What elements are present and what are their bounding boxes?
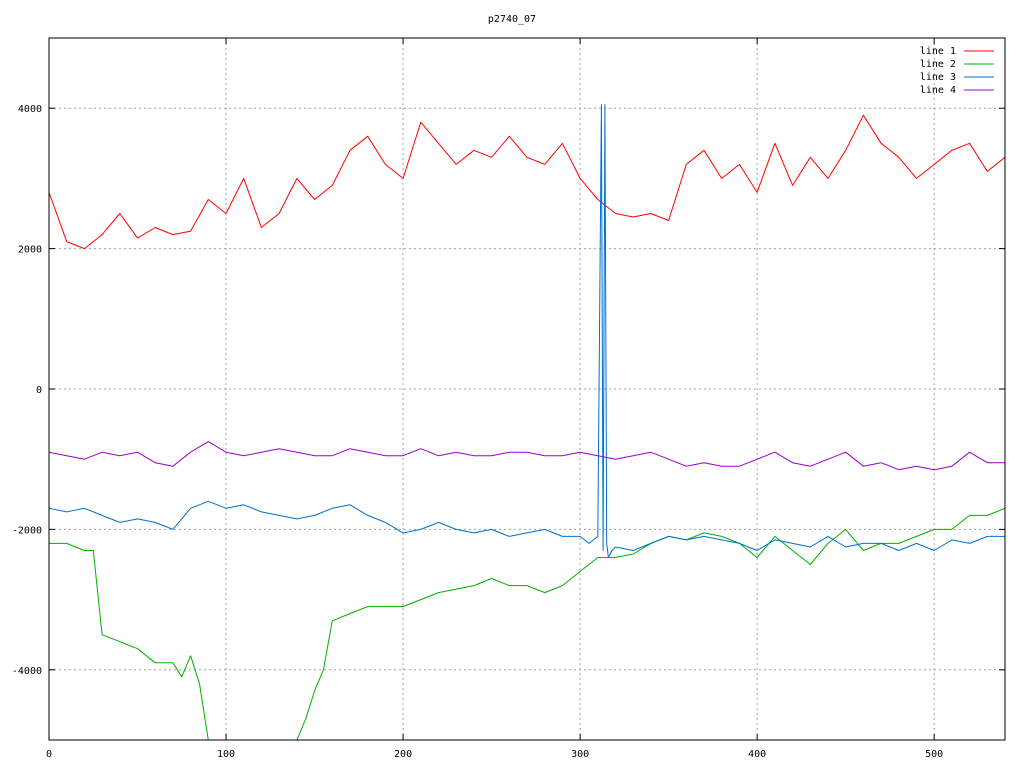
- legend-label-1: line 1: [920, 46, 956, 57]
- series-line-1: [49, 114, 1005, 250]
- grid: [49, 38, 1005, 740]
- legend-label-2: line 2: [920, 59, 956, 70]
- x-tick-label: 0: [46, 749, 52, 760]
- x-tick-label: 200: [394, 749, 412, 760]
- y-tick-label: 0: [36, 385, 42, 396]
- y-tick-label: 2000: [18, 245, 42, 256]
- x-tick-label: 100: [217, 749, 235, 760]
- series-line-2: [49, 507, 1005, 740]
- y-tick-label: 4000: [18, 104, 42, 115]
- series-line-3: [49, 104, 1005, 558]
- x-tick-label: 400: [748, 749, 766, 760]
- x-tick-label: 300: [571, 749, 589, 760]
- y-tick-label: -4000: [12, 666, 42, 677]
- x-tick-label: 500: [925, 749, 943, 760]
- chart-title: p2740_07: [488, 14, 536, 25]
- y-tick-label: -2000: [12, 525, 42, 536]
- series-line-4: [49, 441, 1005, 471]
- plot-frame: [48, 37, 1006, 741]
- legend-label-3: line 3: [920, 72, 956, 83]
- axis-ticks: 0 100 200 300 400 500 -4000 -2000 0 2000 4000: [12, 38, 1005, 760]
- legend: line 1 line 2 line 3 line 4: [920, 46, 994, 96]
- series-group: [49, 104, 1005, 740]
- legend-label-4: line 4: [920, 85, 956, 96]
